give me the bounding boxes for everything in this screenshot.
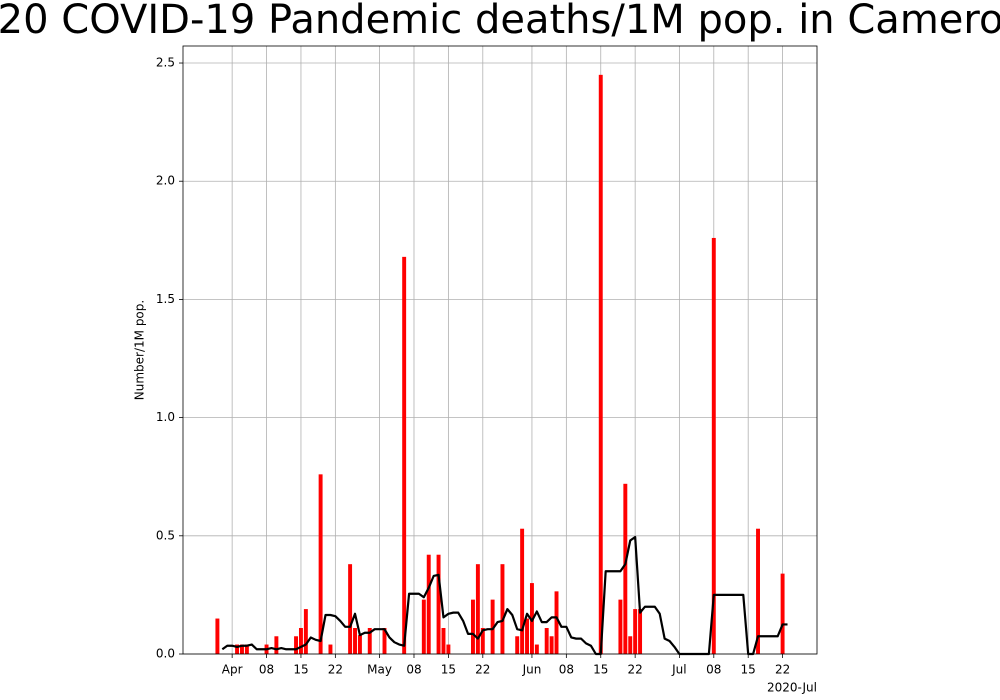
bar <box>475 564 480 654</box>
bar <box>623 483 628 654</box>
bar <box>490 599 495 654</box>
bar <box>628 636 633 654</box>
bar <box>436 554 441 654</box>
y-tick-label: 2.5 <box>156 56 175 70</box>
x-tick-label: 15 <box>741 663 756 677</box>
bar <box>318 474 323 654</box>
x-tick-label: Jun <box>522 663 542 677</box>
bar <box>367 627 372 654</box>
bar <box>525 618 529 654</box>
bar <box>554 591 559 654</box>
x-tick-label: 22 <box>328 663 343 677</box>
bar <box>348 564 353 654</box>
x-tick-label: 15 <box>441 663 456 677</box>
bar <box>353 627 357 654</box>
bar <box>294 636 299 654</box>
x-tick-label: Jul <box>671 663 686 677</box>
bar <box>515 636 520 654</box>
bar <box>446 644 451 654</box>
bar <box>215 618 220 654</box>
bar <box>357 635 362 654</box>
chart-title: 2020 COVID-19 Pandemic deaths/1M pop. in… <box>0 0 1000 43</box>
x-tick-label: 15 <box>593 663 608 677</box>
y-tick-label: 0.0 <box>156 647 175 661</box>
x-tick-label: 22 <box>775 663 790 677</box>
bar <box>328 644 333 654</box>
bar <box>520 528 525 654</box>
x-tick-label: 22 <box>628 663 643 677</box>
bar <box>382 627 387 654</box>
bar <box>711 237 716 654</box>
bar <box>426 554 431 654</box>
bar <box>633 609 638 654</box>
x-tick-label: 08 <box>259 663 274 677</box>
line <box>221 535 788 656</box>
bar <box>480 627 485 654</box>
bar <box>402 256 407 654</box>
x-tick-label: 08 <box>406 663 421 677</box>
y-tick-label: 2.0 <box>156 174 175 188</box>
y-tick-label: 0.5 <box>156 528 175 542</box>
bar <box>618 599 623 654</box>
bar <box>471 599 475 654</box>
y-tick-label: 1.0 <box>156 410 175 424</box>
bar <box>544 627 549 654</box>
bar <box>274 636 279 654</box>
x-tick-label: 22 <box>475 663 490 677</box>
bar <box>500 564 505 654</box>
bar <box>244 644 249 654</box>
bar <box>303 609 308 654</box>
bar <box>240 644 244 654</box>
x-tick-label: 15 <box>293 663 308 677</box>
bar <box>441 627 446 654</box>
bar <box>534 644 539 654</box>
x-tick-label: May <box>367 663 392 677</box>
bar <box>235 644 240 654</box>
bar <box>638 609 643 654</box>
x-tick-label: 08 <box>706 663 721 677</box>
bar <box>780 573 785 654</box>
y-axis-label: Number/1M pop. <box>133 300 147 400</box>
bar <box>756 528 760 654</box>
bar <box>421 599 426 654</box>
bar <box>549 636 554 654</box>
x-offset-label: 2020-Jul <box>767 681 817 695</box>
bar <box>298 627 303 654</box>
x-tick-label: 08 <box>559 663 574 677</box>
x-tick-label: Apr <box>222 663 243 677</box>
y-tick-label: 1.5 <box>156 292 175 306</box>
bar <box>598 74 603 654</box>
plot-frame <box>182 45 818 655</box>
